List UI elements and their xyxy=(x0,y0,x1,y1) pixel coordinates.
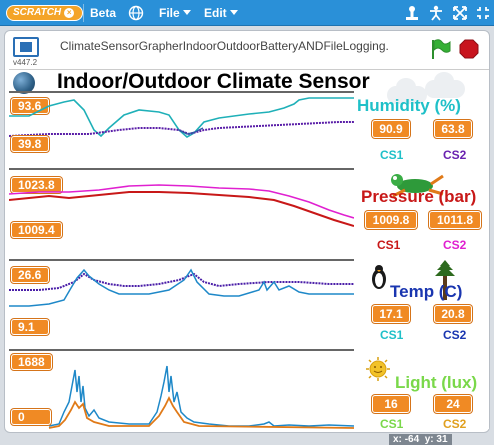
x-value: -64 xyxy=(404,434,420,445)
logo-text: SCRATCH xyxy=(13,7,62,18)
light-cs2-value: 24 xyxy=(434,395,472,413)
pressure-cs1-label: CS1 xyxy=(377,238,401,252)
temp-cs1-value: 17.1 xyxy=(372,305,410,323)
humidity-min-value: 39.8 xyxy=(11,136,49,152)
globe-icon[interactable] xyxy=(128,5,144,21)
temp-cs1-line xyxy=(9,268,354,307)
light-cs2-line xyxy=(48,395,354,429)
frog-icon xyxy=(391,174,444,198)
graph-border xyxy=(9,349,354,351)
temp-cs2-label: CS2 xyxy=(443,328,467,342)
humidity-cs2-value: 63.8 xyxy=(434,120,472,138)
cloud-icon xyxy=(425,72,465,98)
mouse-coordinates: x: -64 y: 31 xyxy=(389,434,452,445)
version-label: v447.2 xyxy=(13,58,38,67)
file-menu-label: File xyxy=(159,6,180,20)
light-title: Light (lux) xyxy=(395,373,478,392)
humidity-cs1-label: CS1 xyxy=(380,148,404,162)
cloud-icon xyxy=(387,78,427,104)
tree-icon xyxy=(435,260,455,300)
graph-border xyxy=(9,168,354,170)
light-graph xyxy=(48,365,354,429)
stage-header: v447.2 ClimateSensorGrapherIndoorOutdoor… xyxy=(5,31,489,67)
pressure-cs2-value: 1011.8 xyxy=(429,211,481,229)
chevron-down-icon xyxy=(182,10,191,15)
x-label: x: xyxy=(393,434,402,445)
humidity-cs1-value: 90.9 xyxy=(372,120,410,138)
light-max-value: 1688 xyxy=(11,354,52,370)
edit-menu-label: Edit xyxy=(204,6,227,20)
light-cs1-value: 16 xyxy=(372,395,410,413)
pressure-max-value: 1023.8 xyxy=(11,177,62,193)
move-icon[interactable] xyxy=(428,5,444,21)
file-menu[interactable]: File xyxy=(159,6,191,20)
pressure-graph xyxy=(9,184,354,227)
menu-divider xyxy=(83,4,84,22)
temp-graph xyxy=(9,268,354,307)
scratch-logo[interactable]: SCRATCH × xyxy=(6,5,84,21)
temp-max-value: 26.6 xyxy=(11,267,49,283)
light-cs1-line xyxy=(48,365,354,427)
green-flag-icon[interactable] xyxy=(429,38,451,60)
temp-cs2-value: 20.8 xyxy=(434,305,472,323)
pressure-min-value: 1009.4 xyxy=(11,222,62,238)
temp-title: Temp (C) xyxy=(390,282,463,301)
sun-icon xyxy=(366,357,390,381)
stage-frame: v447.2 ClimateSensorGrapherIndoorOutdoor… xyxy=(4,30,490,433)
close-icon[interactable]: × xyxy=(64,8,75,18)
y-label: y: xyxy=(424,434,434,445)
light-min-value: 0 xyxy=(11,409,51,425)
stage-canvas[interactable]: Indoor/Outdoor Climate Sensor 93.6 39.8 … xyxy=(9,69,489,429)
upload-icon[interactable] xyxy=(404,5,420,21)
humidity-title: Humidity (%) xyxy=(357,96,461,115)
light-cs2-label: CS2 xyxy=(443,417,467,429)
temp-min-value: 9.1 xyxy=(11,319,49,335)
humidity-cs2-line xyxy=(9,121,354,137)
shrink-icon[interactable] xyxy=(475,5,491,21)
edit-menu[interactable]: Edit xyxy=(204,6,238,20)
graph-border xyxy=(9,91,354,93)
temp-cs1-label: CS1 xyxy=(380,328,404,342)
chevron-down-icon xyxy=(229,10,238,15)
pressure-title: Pressure (bar) xyxy=(361,187,477,206)
expand-icon[interactable] xyxy=(452,5,468,21)
y-value: 31 xyxy=(436,434,448,445)
light-cs1-label: CS1 xyxy=(380,417,404,429)
humidity-cs2-label: CS2 xyxy=(443,148,467,162)
fullscreen-icon[interactable] xyxy=(13,37,39,57)
humidity-blue-line xyxy=(178,127,204,135)
pressure-cs1-line xyxy=(9,191,354,227)
stage-title: Indoor/Outdoor Climate Sensor xyxy=(57,70,370,93)
beta-label: Beta xyxy=(90,6,117,20)
graph-border xyxy=(9,259,354,261)
pressure-cs2-line xyxy=(9,184,354,219)
stop-icon[interactable] xyxy=(459,39,479,59)
humidity-graph xyxy=(9,97,354,138)
penguin-icon xyxy=(372,265,386,289)
project-title[interactable]: ClimateSensorGrapherIndoorOutdoorBattery… xyxy=(60,39,389,53)
pressure-cs2-label: CS2 xyxy=(443,238,467,252)
menu-bar: SCRATCH × Beta File Edit xyxy=(0,0,494,26)
planet-icon xyxy=(13,72,35,94)
pressure-cs1-value: 1009.8 xyxy=(365,211,417,229)
